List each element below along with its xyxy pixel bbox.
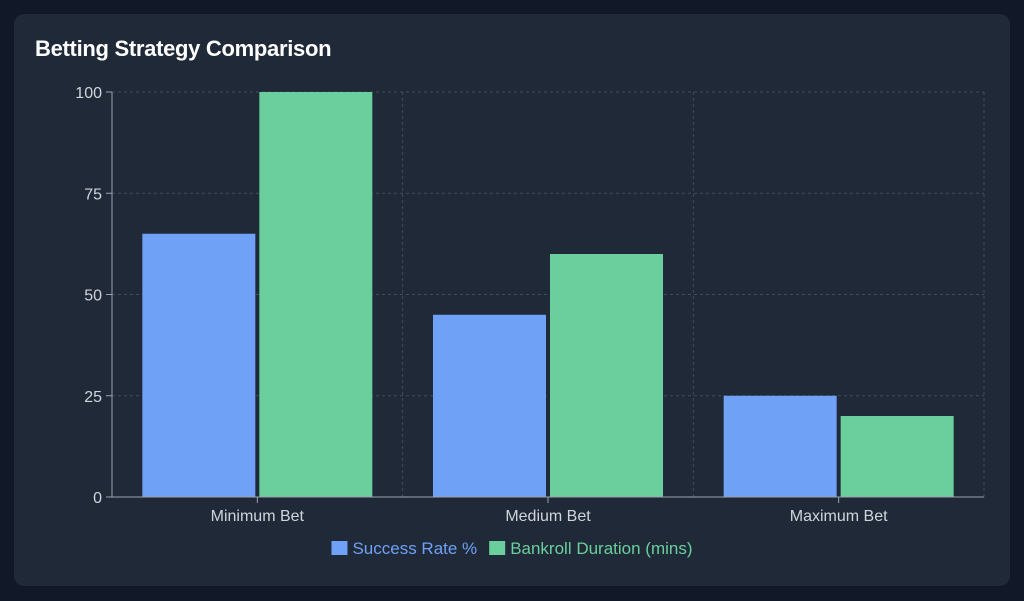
- y-tick-label: 0: [93, 490, 102, 507]
- y-tick-label: 50: [84, 288, 102, 305]
- bar-success-rate-minimum-bet[interactable]: [142, 233, 256, 497]
- x-tick-label: Minimum Bet: [211, 508, 305, 525]
- x-tick-label: Medium Bet: [505, 508, 591, 525]
- bar-success-rate-medium-bet[interactable]: [433, 314, 546, 497]
- bar-bankroll-duration-maximum-bet[interactable]: [840, 416, 954, 497]
- legend-label[interactable]: Bankroll Duration (mins): [510, 539, 692, 558]
- bar-bankroll-duration-minimum-bet[interactable]: [259, 92, 373, 497]
- bar-bankroll-duration-medium-bet[interactable]: [550, 254, 663, 497]
- y-tick-label: 25: [84, 389, 102, 406]
- legend-swatch[interactable]: [331, 541, 348, 555]
- y-tick-label: 75: [84, 186, 102, 203]
- legend-label[interactable]: Success Rate %: [352, 539, 477, 558]
- legend-swatch[interactable]: [489, 541, 506, 555]
- x-tick-label: Maximum Bet: [790, 508, 888, 525]
- bar-success-rate-maximum-bet[interactable]: [723, 395, 837, 497]
- y-tick-label: 100: [75, 85, 102, 102]
- chart-title: Betting Strategy Comparison: [35, 36, 332, 61]
